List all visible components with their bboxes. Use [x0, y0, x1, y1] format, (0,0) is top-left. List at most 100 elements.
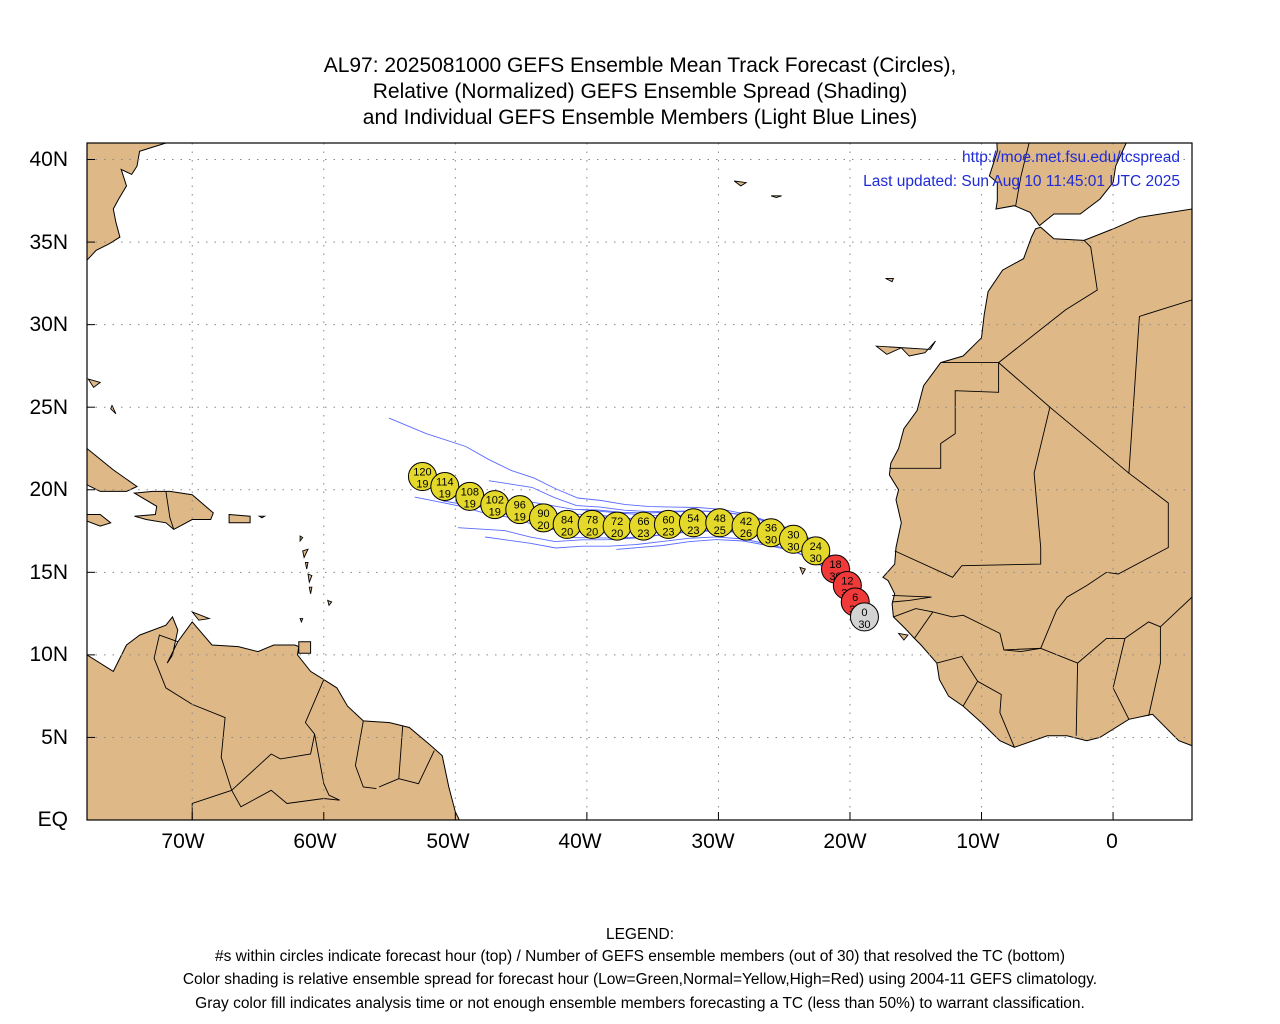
member-count-label: 26 [740, 528, 752, 540]
forecast-hour-label: 96 [514, 500, 526, 512]
legend-line-1: #s within circles indicate forecast hour… [215, 948, 1065, 965]
lon-label-60w: 60W [293, 830, 337, 853]
credit-url[interactable]: http://moe.met.fsu.edu/tcspread [962, 149, 1180, 166]
member-count-label: 25 [714, 525, 726, 537]
lon-label-50w: 50W [426, 830, 470, 853]
forecast-hour-label: 66 [637, 516, 649, 528]
country-border [894, 362, 1051, 578]
title-line-1: AL97: 2025081000 GEFS Ensemble Mean Trac… [323, 54, 957, 77]
country-border [977, 680, 1015, 748]
legend-line-2: Color shading is relative ensemble sprea… [182, 971, 1098, 988]
country-border [1160, 596, 1192, 628]
forecast-hour-label: 102 [486, 495, 504, 507]
country-border [914, 611, 934, 639]
island-azores-a [733, 180, 748, 187]
country-border [354, 720, 377, 790]
island-bahamas-b [110, 404, 117, 415]
country-border [893, 406, 1169, 653]
country-border [892, 594, 932, 603]
island-canary-islands [874, 340, 936, 357]
lon-label-40w: 40W [558, 830, 602, 853]
country-border [398, 750, 435, 785]
member-count-label: 19 [416, 479, 428, 491]
lon-label-30w: 30W [691, 830, 735, 853]
lat-label-10n: 10N [29, 643, 68, 666]
country-border [889, 362, 1000, 469]
lat-label-15n: 15N [29, 561, 68, 584]
member-count-label: 23 [662, 526, 674, 538]
island-azores-b [770, 195, 782, 198]
country-border [165, 491, 175, 530]
forecast-hour-label: 108 [461, 486, 479, 498]
land-puerto-rico [228, 513, 251, 524]
country-border [1003, 647, 1079, 736]
title-line-2: Relative (Normalized) GEFS Ensemble Spre… [372, 80, 908, 103]
lon-label-20w: 20W [823, 830, 867, 853]
country-border [304, 679, 340, 801]
island-lesser-antilles-b [302, 548, 309, 559]
forecast-hour-label: 54 [687, 513, 699, 525]
forecast-hour-label: 48 [714, 513, 726, 525]
lon-label-10w: 10W [956, 830, 1000, 853]
country-border [1128, 299, 1192, 474]
forecast-hour-label: 36 [765, 523, 777, 535]
lat-label-eq: EQ [37, 808, 68, 831]
land-layer [87, 103, 1192, 820]
land-cuba-east [87, 447, 138, 492]
lat-label-25n: 25N [29, 396, 68, 419]
lat-label-5n: 5N [41, 726, 68, 749]
member-count-label: 19 [439, 488, 451, 500]
member-count-label: 20 [611, 528, 623, 540]
island-bijagos [897, 632, 909, 641]
island-madeira [885, 277, 895, 283]
member-count-label: 30 [787, 541, 799, 553]
forecast-hour-label: 120 [413, 467, 431, 479]
land-hispaniola [132, 490, 214, 531]
forecast-hour-label: 60 [662, 514, 674, 526]
island-lesser-antilles-e [308, 586, 313, 594]
member-count-label: 19 [489, 507, 501, 519]
forecast-hour-label: 12 [841, 576, 853, 588]
country-border [1087, 103, 1155, 120]
member-count-label: 30 [810, 553, 822, 565]
country-border [936, 655, 979, 707]
island-aruba-curacao [190, 610, 212, 621]
legend-line-3: Gray color fill indicates analysis time … [195, 995, 1085, 1012]
title-line-3: and Individual GEFS Ensemble Members (Li… [362, 106, 918, 129]
member-count-label: 23 [687, 525, 699, 537]
lon-label-0: 0 [1106, 830, 1118, 853]
island-lesser-antilles-d [307, 573, 313, 584]
island-lesser-antilles-a [299, 535, 304, 543]
legend-heading: LEGEND: [605, 926, 675, 943]
country-border [998, 240, 1098, 363]
map-frame [86, 142, 1193, 821]
lat-label-30n: 30N [29, 313, 68, 336]
credit-updated: Last updated: Sun Aug 10 11:45:01 UTC 20… [863, 173, 1180, 190]
member-count-label: 30 [765, 535, 777, 547]
member-count-label: 23 [637, 528, 649, 540]
island-barbados [327, 599, 333, 607]
forecast-hour-label: 6 [852, 592, 858, 604]
grid-layer [87, 143, 1192, 820]
forecast-hour-label: 24 [810, 541, 822, 553]
track-circle-fill [430, 471, 460, 501]
forecast-hour-label: 30 [787, 529, 799, 541]
land-trinidad [298, 641, 312, 654]
forecast-hour-label: 78 [586, 514, 598, 526]
country-border [231, 789, 340, 808]
